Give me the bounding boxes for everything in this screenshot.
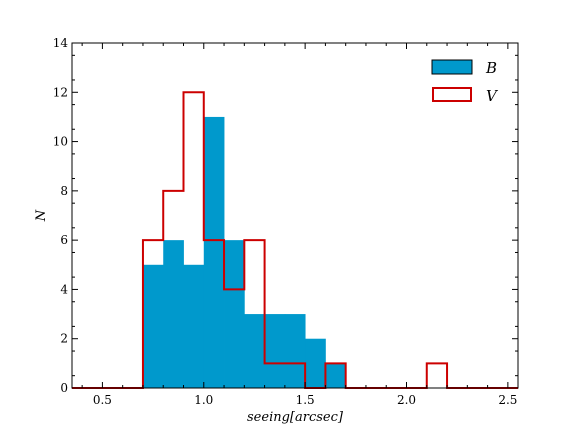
series-b-bars — [142, 116, 347, 388]
bar-b-1 — [163, 240, 184, 388]
bar-b-7 — [284, 314, 306, 388]
bar-b-0 — [142, 264, 164, 388]
bar-b-3 — [203, 116, 225, 388]
bar-b-4 — [224, 240, 245, 388]
bar-b-5 — [244, 314, 265, 388]
legend-label-v: V — [486, 87, 499, 105]
legend: B V — [431, 59, 499, 105]
y-tick-label: 14 — [53, 36, 69, 50]
y-tick-label: 12 — [53, 85, 68, 99]
y-tick-label: 2 — [60, 332, 68, 346]
y-axis-label: N — [34, 209, 49, 222]
x-tick-label: 1.0 — [194, 393, 213, 407]
y-tick-label: 4 — [60, 282, 68, 296]
y-tick-label: 0 — [60, 381, 68, 395]
x-tick-label: 1.5 — [296, 393, 315, 407]
legend-swatch-v — [432, 87, 472, 102]
bar-b-9 — [325, 363, 347, 388]
bar-b-6 — [264, 314, 286, 388]
y-tick-label: 8 — [60, 184, 68, 198]
legend-label-b: B — [485, 59, 497, 77]
x-tick-labels: 0.5 1.0 1.5 2.0 2.5 — [93, 393, 518, 407]
y-tick-labels: 0 2 4 6 8 10 12 14 — [53, 36, 69, 395]
x-axis-label: seeing[arcsec] — [247, 410, 344, 425]
x-tick-label: 2.5 — [498, 393, 517, 407]
x-tick-label: 0.5 — [93, 393, 112, 407]
x-tick-label: 2.0 — [397, 393, 416, 407]
legend-swatch-b — [431, 59, 473, 75]
bar-b-8 — [305, 338, 326, 388]
axis-ticks — [72, 42, 518, 389]
y-tick-label: 10 — [53, 135, 68, 149]
bar-b-2 — [183, 264, 205, 388]
plot-frame — [71, 42, 519, 389]
y-tick-label: 6 — [60, 233, 68, 247]
